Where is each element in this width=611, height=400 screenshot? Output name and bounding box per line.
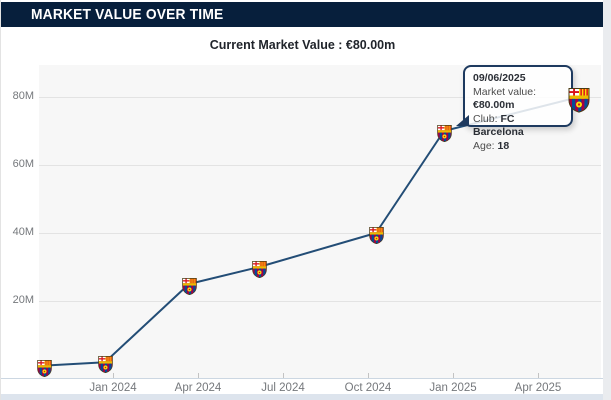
tooltip-market-value: Market value: €80.00m	[473, 85, 537, 112]
y-gridline	[39, 96, 601, 98]
y-axis-tick-label: 20M	[12, 294, 34, 306]
y-gridline	[39, 164, 601, 166]
y-axis-tick-label: 60M	[12, 158, 34, 170]
tooltip-club: Club: FC Barcelona	[473, 112, 524, 139]
x-axis-tick	[113, 373, 114, 378]
x-axis-tick-label: Apr 2025	[514, 382, 562, 394]
x-axis-tick	[283, 373, 284, 378]
x-axis-tick-label: Jan 2025	[429, 382, 477, 394]
x-axis-tick-label: Oct 2024	[344, 382, 392, 394]
tooltip-date: 09/06/2025	[473, 72, 526, 84]
x-axis-tick	[368, 373, 369, 378]
page-gutter	[603, 0, 611, 400]
x-axis-tick-label: Apr 2024	[174, 382, 222, 394]
y-axis-tick-label: 80M	[12, 90, 34, 102]
x-axis-tick	[453, 373, 454, 378]
bottom-border-strip	[1, 394, 604, 400]
y-axis-tick-label: 40M	[12, 226, 34, 238]
x-axis-tick-label: Jul 2024	[261, 382, 305, 394]
page-title: MARKET VALUE OVER TIME	[31, 6, 224, 23]
y-gridline	[39, 232, 601, 234]
widget-header: MARKET VALUE OVER TIME	[1, 2, 604, 27]
tooltip-age: Age: 18	[473, 139, 510, 152]
current-market-value-text: Current Market Value : €80.00m	[209, 38, 396, 52]
x-axis-tick-label: Jan 2024	[89, 382, 137, 394]
x-axis-tick	[538, 373, 539, 378]
x-axis-line	[1, 378, 604, 379]
data-point-tooltip: 09/06/2025 Market value: €80.00m Club: F…	[456, 65, 573, 152]
x-axis-tick	[198, 373, 199, 378]
y-gridline	[39, 300, 601, 302]
